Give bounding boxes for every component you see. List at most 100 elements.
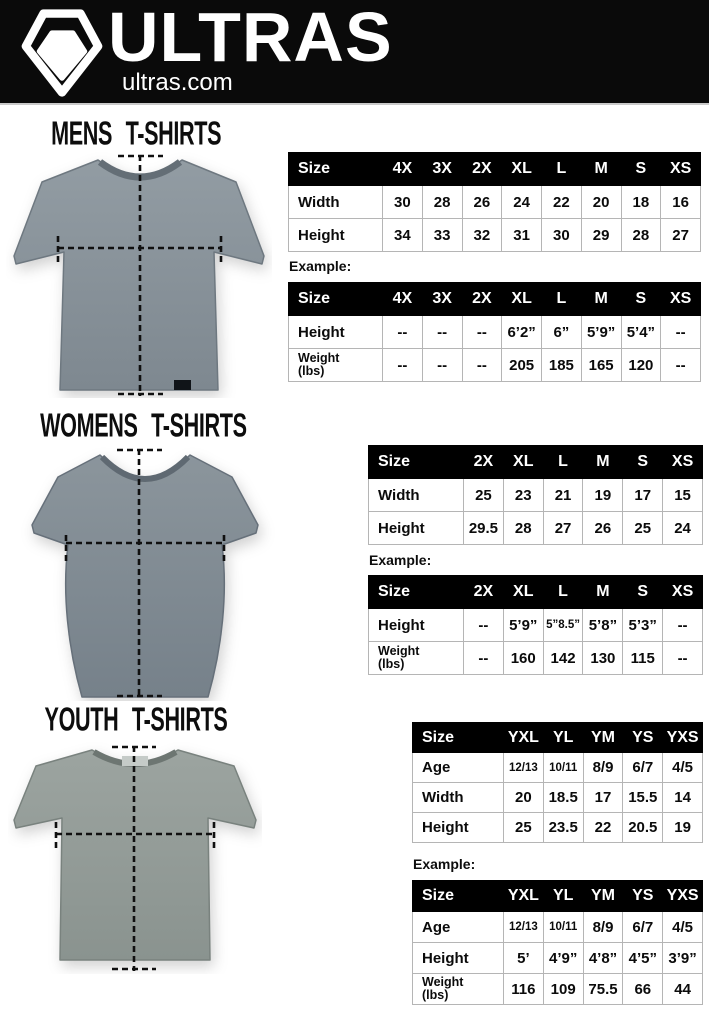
youth-example-label: Example: <box>413 856 476 872</box>
row-label-header: Size <box>368 445 464 479</box>
size-column-header: L <box>541 152 582 186</box>
row-label: Age <box>412 911 504 943</box>
row-label: Height <box>288 315 383 349</box>
value-cell: 10/11 <box>542 911 584 943</box>
row-label: Width <box>288 185 383 219</box>
value-cell: -- <box>662 641 703 675</box>
mens-example-table: Size 4X 3X 2X XL L M S XS Height -- -- -- 6’2” 6” 5’9” 5… <box>288 282 701 382</box>
row-label: Width <box>412 782 504 813</box>
size-column-header: M <box>582 575 624 609</box>
value-cell: 27 <box>542 511 584 545</box>
table-row: Height 29.5 28 27 26 25 24 <box>368 511 703 545</box>
value-cell: 130 <box>582 641 624 675</box>
value-cell: 18 <box>620 185 662 219</box>
value-cell: 25 <box>622 511 664 545</box>
row-label: Height <box>368 511 464 545</box>
size-column-header: M <box>580 282 622 316</box>
table-row: Weight (lbs) 116 109 75.5 66 44 <box>412 973 703 1005</box>
size-column-header: XL <box>502 575 544 609</box>
value-cell: 20 <box>580 185 622 219</box>
table-row: Width 25 23 21 19 17 15 <box>368 478 703 512</box>
table-row: Height -- 5’9” 5”8.5” 5’8” 5’3” -- <box>368 608 703 642</box>
size-column-header: XS <box>660 152 701 186</box>
header-row: Size YXL YL YM YS YXS <box>412 880 703 912</box>
size-column-header: YS <box>622 880 664 912</box>
value-cell: -- <box>463 641 504 675</box>
header-row: Size 2X XL L M S XS <box>368 575 703 609</box>
mens-shirt-image <box>13 154 265 396</box>
value-cell: 25 <box>463 478 504 512</box>
size-column-header: S <box>620 282 662 316</box>
header-row: Size 2X XL L M S XS <box>368 445 703 479</box>
value-cell: 5’9” <box>502 608 544 642</box>
row-label: Weight (lbs) <box>288 348 383 382</box>
youth-section-title: YOUTH T-SHIRTS <box>44 701 228 739</box>
value-cell: -- <box>421 348 463 382</box>
value-cell: 28 <box>502 511 544 545</box>
value-cell: -- <box>382 348 423 382</box>
value-cell: 5’4” <box>620 315 662 349</box>
value-cell: 29.5 <box>463 511 504 545</box>
value-cell: 25 <box>503 812 544 843</box>
value-cell: 116 <box>503 973 544 1005</box>
value-cell: 8/9 <box>582 911 624 943</box>
womens-example-label: Example: <box>369 552 432 568</box>
value-cell: -- <box>382 315 423 349</box>
value-cell: 28 <box>620 218 662 252</box>
size-column-header: M <box>580 152 622 186</box>
value-cell: 24 <box>662 511 703 545</box>
womens-shirt-image <box>31 448 259 698</box>
value-cell: -- <box>660 348 701 382</box>
row-label: Weight (lbs) <box>368 641 464 675</box>
value-cell: 15 <box>662 478 703 512</box>
size-column-header: YXL <box>503 722 544 753</box>
value-cell: -- <box>660 315 701 349</box>
table-row: Height -- -- -- 6’2” 6” 5’9” 5’4” -- <box>288 315 701 349</box>
size-column-header: YS <box>622 722 664 753</box>
measurement-lines <box>64 448 226 698</box>
value-cell: 34 <box>382 218 423 252</box>
size-column-header: YXL <box>503 880 544 912</box>
value-cell: 5’ <box>503 942 544 974</box>
table-row: Weight (lbs) -- -- -- 205 185 165 120 -- <box>288 348 701 382</box>
table-row: Height 25 23.5 22 20.5 19 <box>412 812 703 843</box>
value-cell: 115 <box>622 641 664 675</box>
row-label: Height <box>412 942 504 974</box>
size-column-header: XL <box>501 152 542 186</box>
value-cell: 23 <box>502 478 544 512</box>
size-column-header: YM <box>582 880 624 912</box>
value-cell: 8/9 <box>582 752 624 783</box>
youth-shirt-image <box>13 745 257 971</box>
size-column-header: YM <box>582 722 624 753</box>
value-cell: 33 <box>421 218 463 252</box>
value-cell: 16 <box>660 185 701 219</box>
size-column-header: S <box>620 152 662 186</box>
size-column-header: M <box>582 445 624 479</box>
value-cell: -- <box>662 608 703 642</box>
value-cell: 26 <box>582 511 624 545</box>
header-row: Size YXL YL YM YS YXS <box>412 722 703 753</box>
row-label: Height <box>288 218 383 252</box>
value-cell: 18.5 <box>542 782 584 813</box>
value-cell: 120 <box>620 348 662 382</box>
value-cell: 4’9” <box>542 942 584 974</box>
youth-size-table: Size YXL YL YM YS YXS Age 12/13 10/11 8/9 6/7 4/5 Wi… <box>412 722 703 843</box>
value-cell: 66 <box>622 973 664 1005</box>
size-column-header: S <box>622 445 664 479</box>
table-row: Age 12/13 10/11 8/9 6/7 4/5 <box>412 911 703 943</box>
table-row: Width 30 28 26 24 22 20 18 16 <box>288 185 701 219</box>
value-cell: 75.5 <box>582 973 624 1005</box>
value-cell: 22 <box>541 185 582 219</box>
value-cell: -- <box>421 315 463 349</box>
row-label: Age <box>412 752 504 783</box>
value-cell: 3’9” <box>662 942 703 974</box>
size-column-header: L <box>541 282 582 316</box>
mens-example-label: Example: <box>289 258 352 274</box>
value-cell: 15.5 <box>622 782 664 813</box>
value-cell: 12/13 <box>503 752 544 783</box>
value-cell: 109 <box>542 973 584 1005</box>
value-cell: 5”8.5” <box>542 608 584 642</box>
size-column-header: XS <box>662 445 703 479</box>
value-cell: -- <box>461 348 503 382</box>
